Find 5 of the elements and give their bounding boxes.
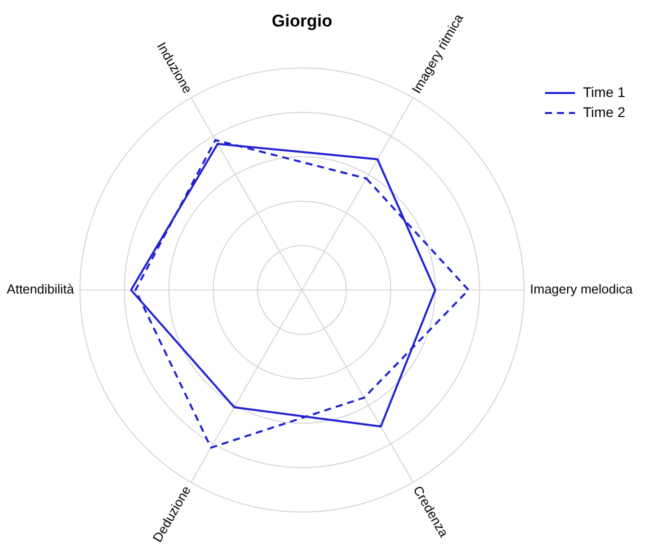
legend-label: Time 1 — [583, 84, 626, 100]
chart-title: Giorgio — [272, 12, 332, 31]
spoke-label: Attendibilità — [6, 282, 75, 297]
legend-label: Time 2 — [583, 104, 626, 120]
spoke-label: Imagery melodica — [530, 282, 634, 297]
